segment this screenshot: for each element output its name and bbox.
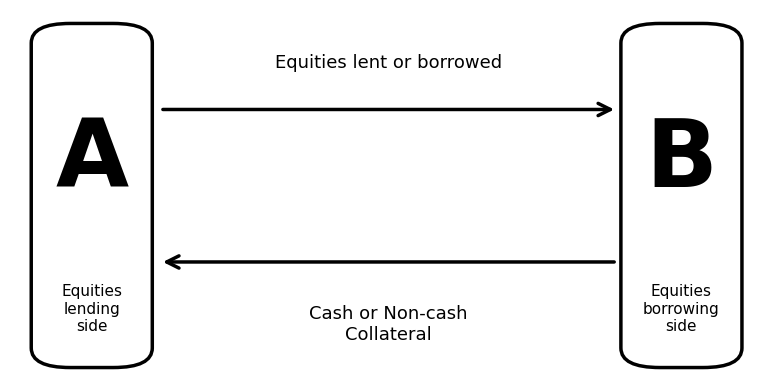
FancyBboxPatch shape	[31, 23, 152, 368]
Text: Cash or Non-cash
Collateral: Cash or Non-cash Collateral	[309, 305, 468, 344]
Text: Equities lent or borrowed: Equities lent or borrowed	[275, 54, 502, 72]
Text: B: B	[645, 115, 718, 207]
Text: Equities
borrowing
side: Equities borrowing side	[643, 284, 720, 334]
Text: Equities
lending
side: Equities lending side	[61, 284, 123, 334]
FancyBboxPatch shape	[621, 23, 742, 368]
Text: A: A	[55, 115, 128, 207]
